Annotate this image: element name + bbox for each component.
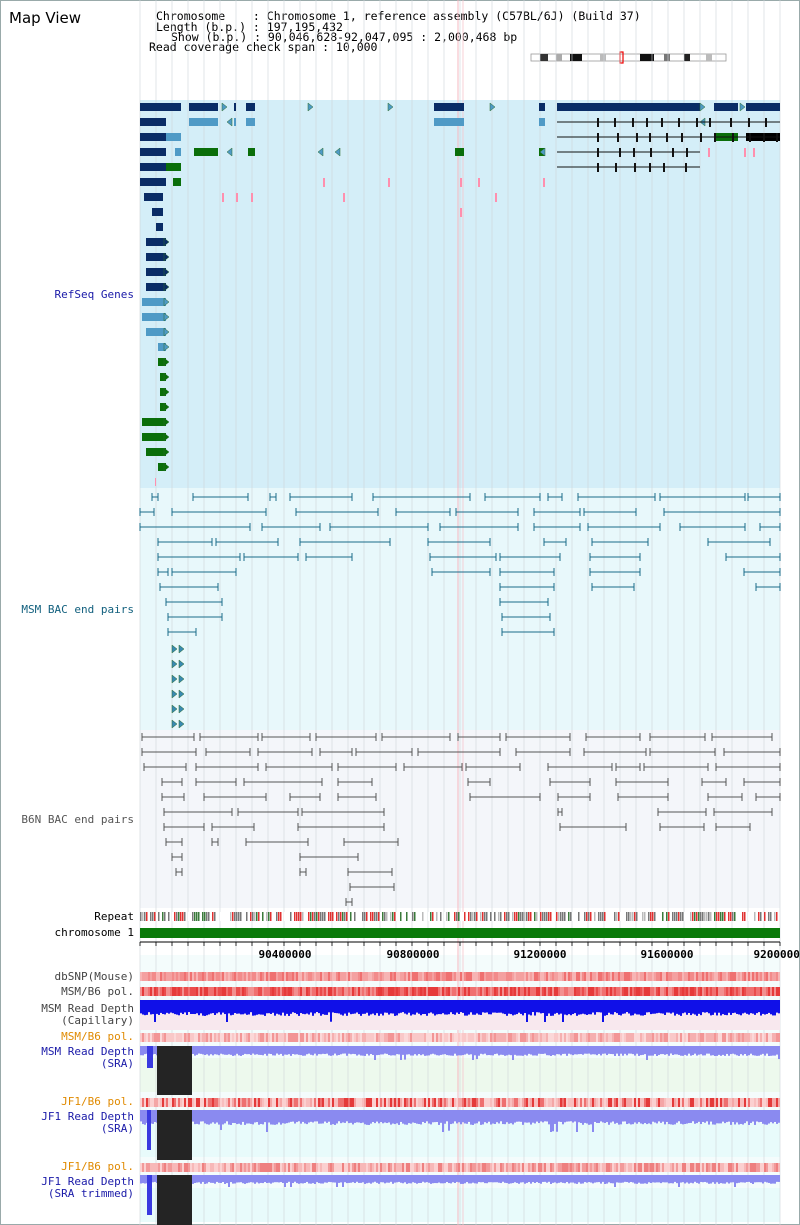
gene-feature[interactable] [166,163,181,171]
msm-depth-capillary-label[interactable]: MSM Read Depth (Capillary) [41,1002,134,1027]
gene-feature[interactable] [140,148,166,156]
msm-bac-label[interactable]: MSM BAC end pairs [21,603,134,616]
axis-tick-label: 91600000 [641,948,694,961]
gene-feature[interactable] [246,103,255,111]
chromosome-ideogram[interactable] [530,53,727,62]
gene-feature[interactable] [194,148,218,156]
show-range-info: Show (b.p.) : 90,046,628-92,047,095 : 2,… [171,30,518,44]
gene-feature[interactable] [189,103,218,111]
msm-b6-pol-label[interactable]: MSM/B6 pol. [61,985,134,998]
gene-feature[interactable] [434,118,464,126]
refseq-genes-label[interactable]: RefSeq Genes [54,288,134,301]
axis-tick-label: 91200000 [514,948,567,961]
gene-feature[interactable] [234,118,236,126]
axis-tick-label: 90800000 [387,948,440,961]
jf1-b6-pol-label-2[interactable]: JF1/B6 pol. [61,1160,134,1173]
axis-tick-label: 90400000 [259,948,312,961]
coverage-span-info: Read coverage check span : 10,000 [149,40,378,54]
gene-feature[interactable] [248,148,255,156]
gene-feature[interactable] [746,103,780,111]
gene-feature[interactable] [140,103,181,111]
gene-feature[interactable] [173,178,181,186]
msm-depth-sra-label[interactable]: MSM Read Depth (SRA) [41,1045,134,1070]
gene-feature[interactable] [539,118,545,126]
gene-feature[interactable] [140,178,166,186]
gene-feature[interactable] [175,148,181,156]
no-coverage-gap [157,1046,192,1095]
gene-feature[interactable] [246,118,255,126]
jf1-b6-pol-label[interactable]: JF1/B6 pol. [61,1095,134,1108]
jf1-depth-sra-label[interactable]: JF1 Read Depth (SRA) [41,1110,134,1135]
msm-b6-pol-label-2[interactable]: MSM/B6 pol. [61,1030,134,1043]
no-coverage-gap [157,1110,192,1160]
gene-feature[interactable] [166,133,181,141]
repeat-label: Repeat [94,910,134,923]
gene-feature[interactable] [189,118,218,126]
map-view-title: Map View [9,9,82,27]
axis-tick-label: 92000000 [754,948,800,961]
gene-feature[interactable] [140,133,166,141]
chromosome-info: Chromosome : Chromosome 1, reference ass… [156,9,641,23]
b6n-bac-label[interactable]: B6N BAC end pairs [21,813,134,826]
gene-feature[interactable] [714,103,738,111]
gene-feature[interactable] [140,118,166,126]
gene-feature[interactable] [539,103,545,111]
gene-feature[interactable] [234,103,236,111]
gene-feature[interactable] [455,148,464,156]
chromosome-track-label: chromosome 1 [54,926,134,939]
jf1-depth-trimmed-label[interactable]: JF1 Read Depth (SRA trimmed) [41,1175,134,1200]
length-info: Length (b.p.) : 197,195,432 [156,20,343,34]
no-coverage-gap [157,1175,192,1225]
chromosome-bar [140,928,780,938]
gene-feature[interactable] [557,103,700,111]
dbsnp-label[interactable]: dbSNP(Mouse) [54,970,134,983]
gene-feature[interactable] [434,103,464,111]
gene-feature[interactable] [140,163,166,171]
